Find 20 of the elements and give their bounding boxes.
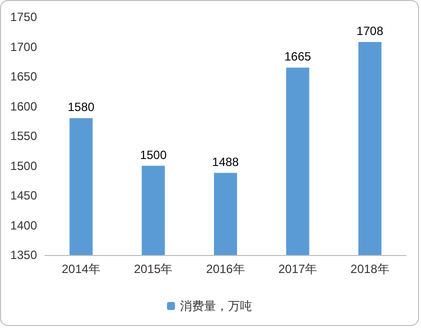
x-tick-label: 2014年 [62,262,100,276]
y-tick-label: 1650 [10,70,38,84]
data-label: 1580 [68,100,95,114]
x-tick-label: 2018年 [350,262,390,276]
data-label: 1488 [212,154,240,169]
y-tick-label: 1450 [10,188,38,202]
y-tick-label: 1700 [10,40,38,54]
x-tick-label: 2017年 [278,262,318,276]
y-tick-label: 1750 [10,10,38,24]
y-tick-label: 1500 [10,158,38,173]
y-tick-label: 1600 [10,99,38,114]
x-tick-label: 2015年 [134,262,173,276]
y-tick-label: 1400 [10,218,38,232]
x-tick-label: 2016年 [206,262,245,276]
y-tick-label: 1550 [10,129,38,143]
data-label: 1500 [140,148,167,162]
data-label: 1708 [356,24,384,38]
y-tick-label: 1350 [10,248,38,262]
legend-label: 消费量，万吨 [180,299,252,313]
data-label: 1665 [284,50,312,64]
